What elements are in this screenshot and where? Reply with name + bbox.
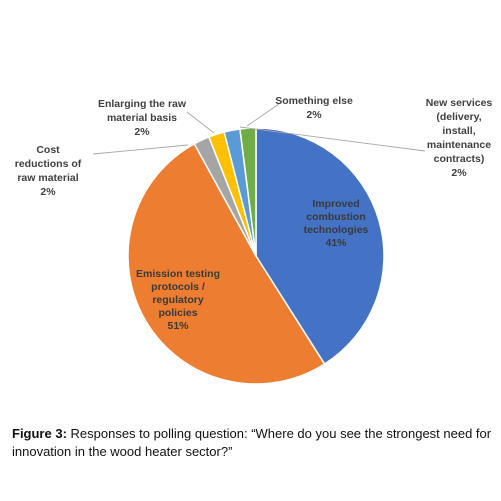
slice-labels: Improved combustion technologies 41% Emissio…	[15, 95, 493, 332]
caption-label: Figure 3:	[12, 426, 67, 441]
slice-label-enlarging: Enlarging the raw material basis 2%	[98, 98, 187, 138]
figure-caption: Figure 3: Responses to polling question:…	[12, 425, 492, 461]
slice-label-something-else: Something else 2%	[275, 95, 353, 121]
caption-text: Responses to polling question: “Where do…	[12, 426, 492, 459]
leader-lines	[92, 103, 426, 155]
slice-label-new-services: New services (delivery, install, maintenanc…	[426, 97, 493, 179]
slice-label-combustion: Improved combustion technologies 41%	[304, 198, 369, 249]
slice-label-emission: Emission testing protocols / regulatory pol…	[136, 268, 220, 332]
leader-line-enlarging	[186, 111, 215, 134]
slice-label-cost: Cost reductions of raw material 2%	[15, 144, 82, 198]
pie-slices	[127, 127, 385, 385]
leader-line-new-services	[239, 126, 426, 152]
pie-slice-emission	[127, 142, 326, 385]
leader-line-something-else	[246, 103, 280, 127]
leader-line-cost	[92, 144, 189, 155]
